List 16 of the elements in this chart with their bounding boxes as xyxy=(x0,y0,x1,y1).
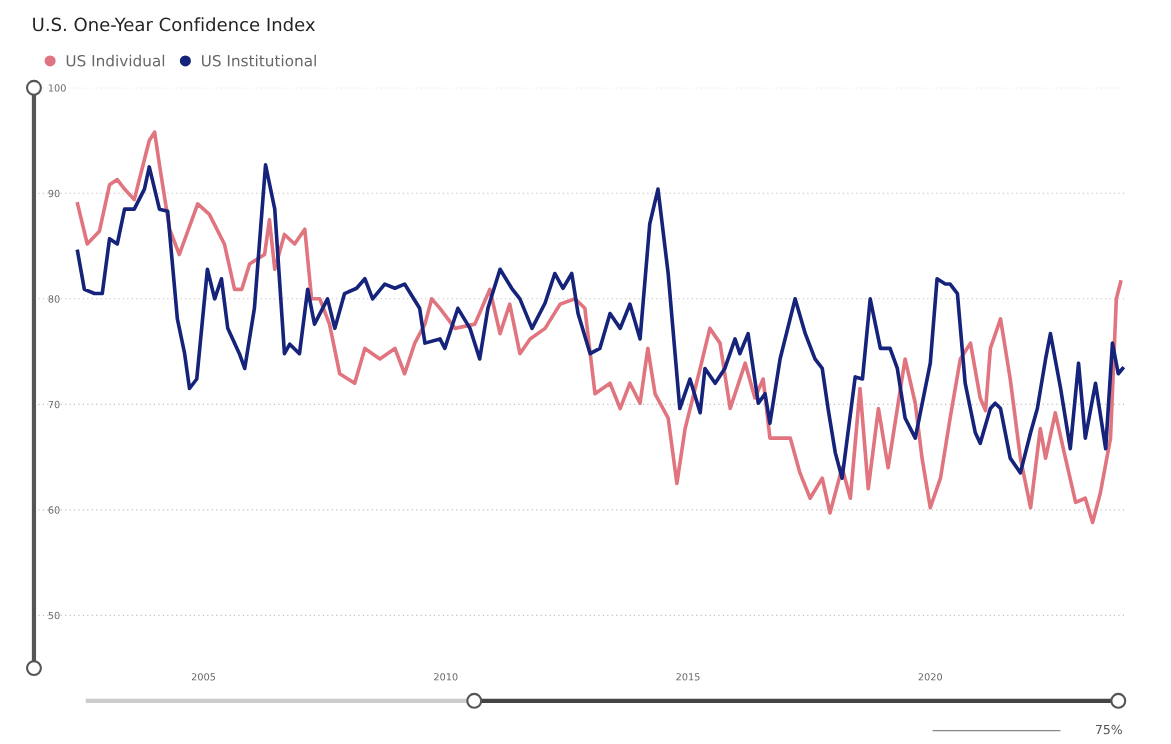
line-series xyxy=(75,130,1123,525)
y-tick-label: 90 xyxy=(48,189,60,198)
y-tick-label: 60 xyxy=(48,506,60,514)
x-tick-label: 2005 xyxy=(191,673,216,681)
legend-label: US Institutional xyxy=(201,54,316,67)
x-tick-label: 2015 xyxy=(676,673,700,681)
y-tick-label: 50 xyxy=(48,611,60,620)
x-tick-label: 2020 xyxy=(918,673,943,681)
text: 75% xyxy=(1095,724,1122,735)
legend-label: US Individual xyxy=(66,54,165,67)
y-tick-label: 80 xyxy=(48,295,60,303)
y-tick-label: 70 xyxy=(48,400,60,409)
chart-title: U.S. One-Year Confidence Index xyxy=(33,17,315,32)
line-series xyxy=(75,163,1125,480)
x-tick-label: 2010 xyxy=(434,673,458,681)
y-tick-label: 100 xyxy=(48,84,66,92)
